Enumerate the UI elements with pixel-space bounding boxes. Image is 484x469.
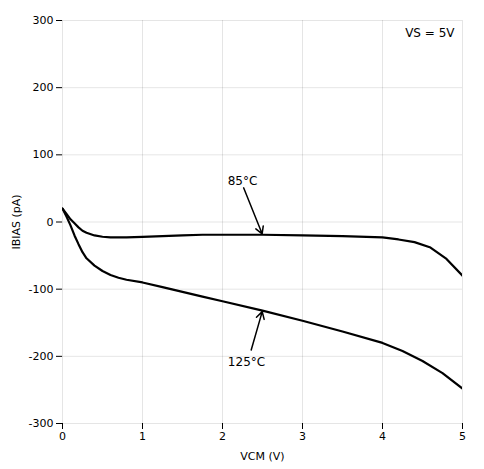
svg-text:2: 2	[219, 430, 226, 443]
svg-text:1: 1	[139, 430, 146, 443]
svg-text:VS = 5V: VS = 5V	[405, 26, 455, 40]
svg-text:-100: -100	[29, 283, 54, 296]
svg-text:100: 100	[33, 148, 54, 161]
svg-text:200: 200	[33, 81, 54, 94]
svg-text:85°C: 85°C	[228, 174, 258, 188]
svg-text:VCM (V): VCM (V)	[240, 450, 284, 463]
svg-text:IBIAS (pA): IBIAS (pA)	[10, 194, 23, 249]
svg-text:125°C: 125°C	[228, 355, 265, 369]
svg-text:4: 4	[379, 430, 386, 443]
svg-text:0: 0	[47, 216, 54, 229]
svg-text:3: 3	[299, 430, 306, 443]
svg-text:300: 300	[33, 14, 54, 27]
svg-text:-200: -200	[29, 350, 54, 363]
svg-text:5: 5	[459, 430, 466, 443]
svg-text:0: 0	[59, 430, 66, 443]
svg-text:-300: -300	[29, 417, 54, 430]
